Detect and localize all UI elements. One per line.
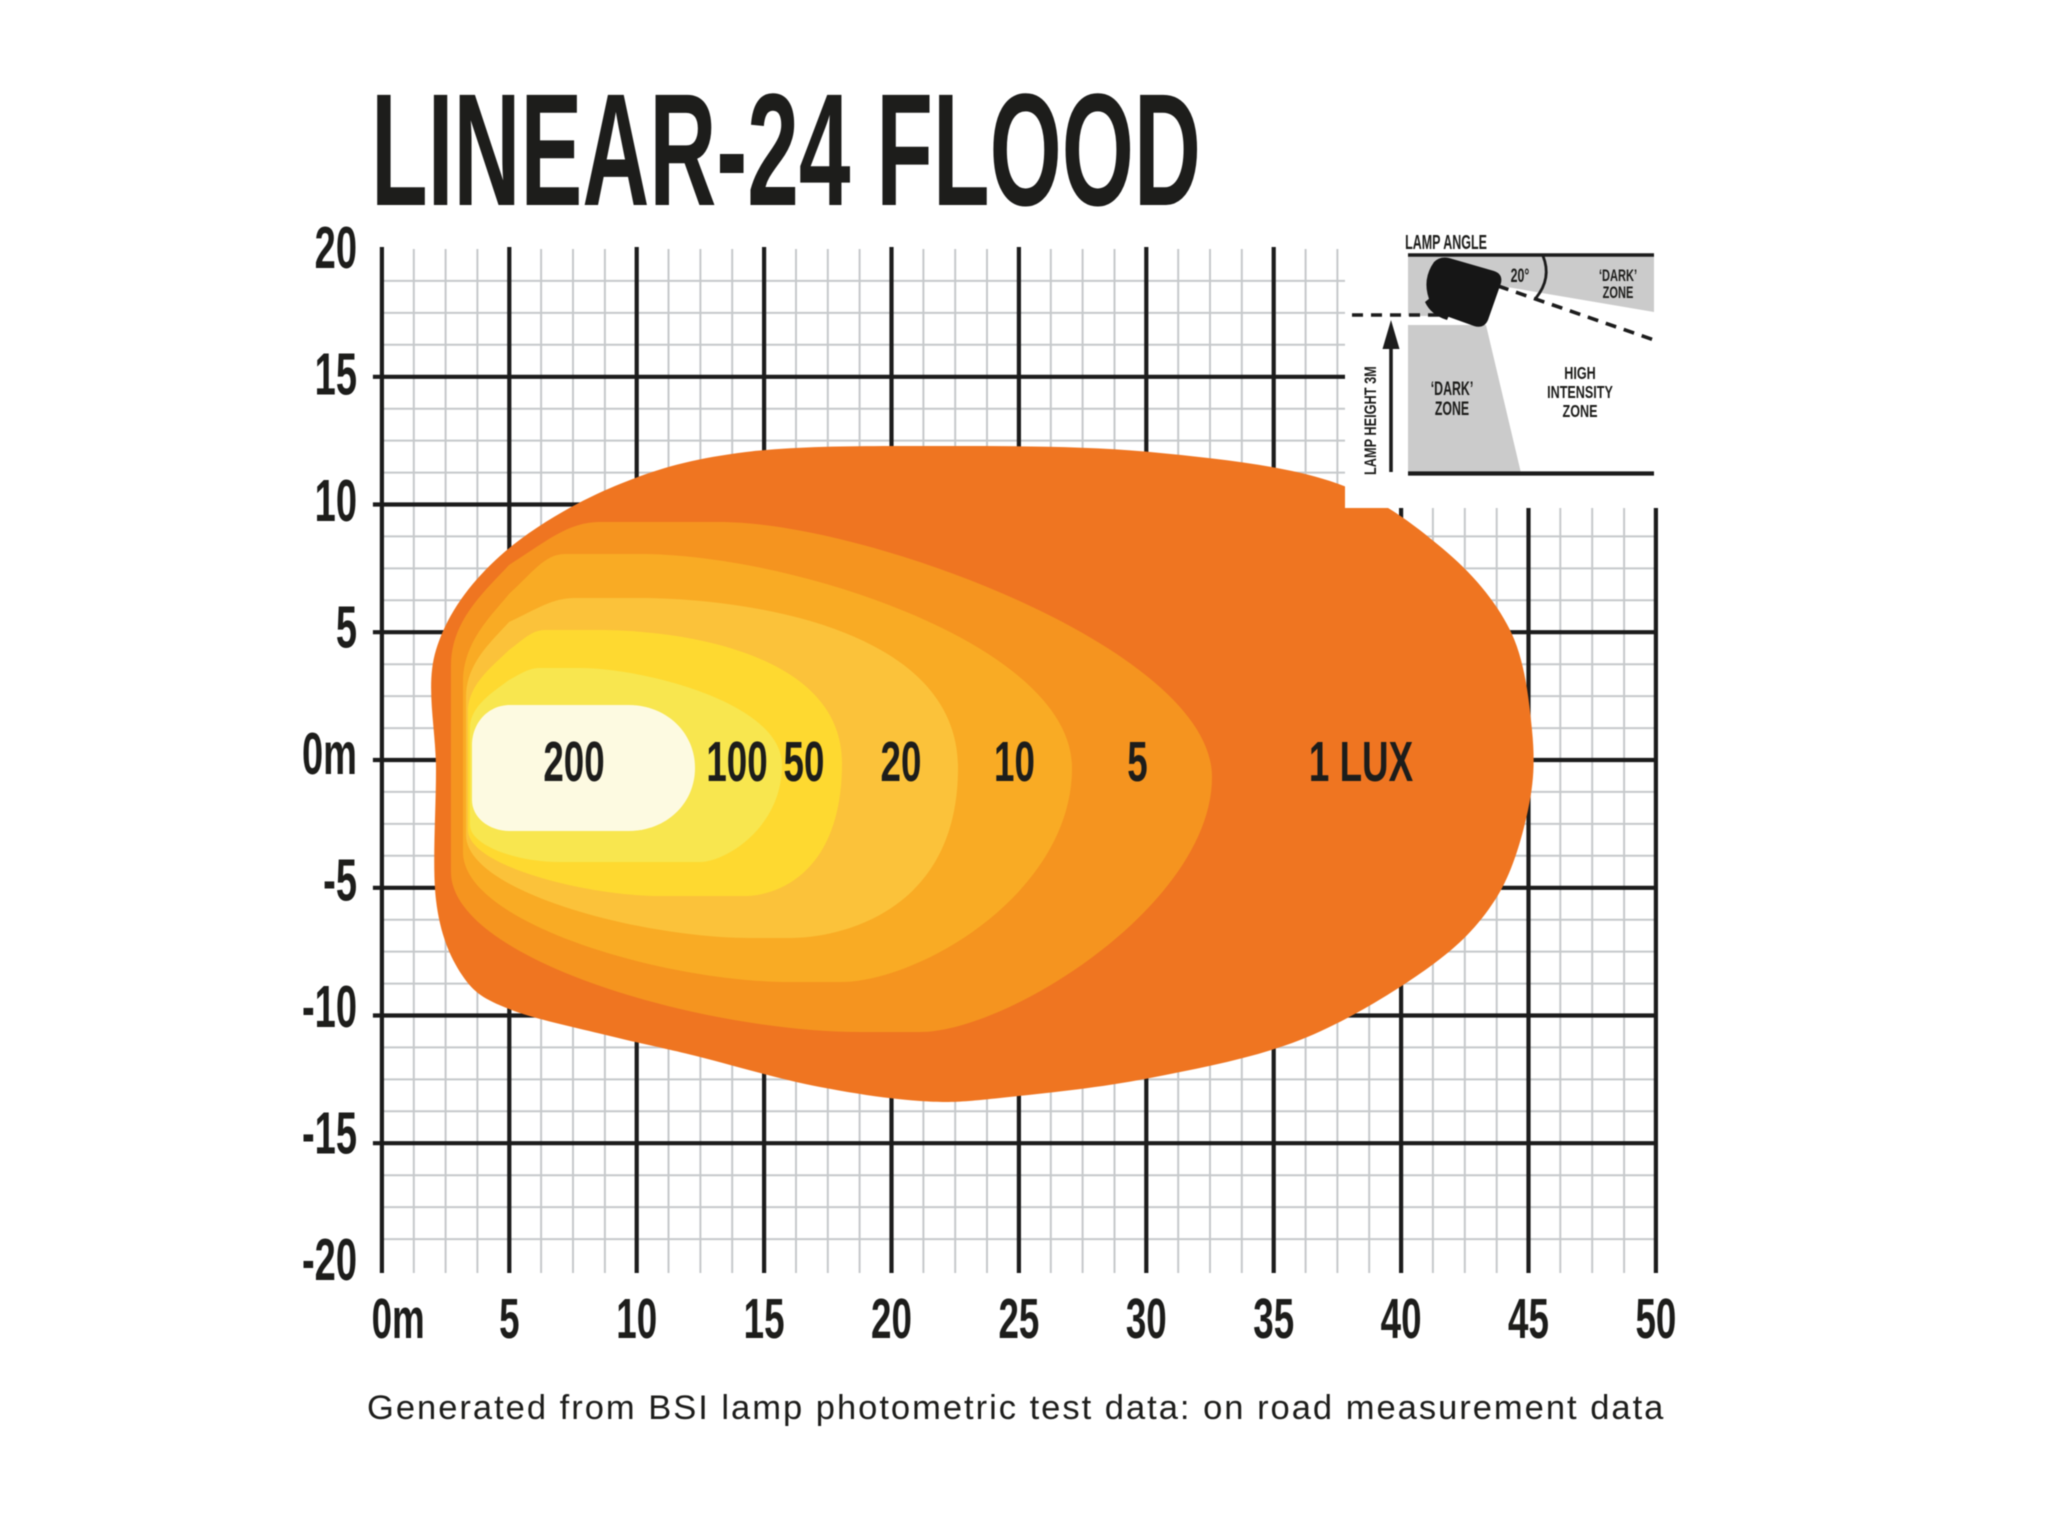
svg-text:HIGH: HIGH (1564, 364, 1595, 384)
svg-text:LAMP HEIGHT 3M: LAMP HEIGHT 3M (1361, 366, 1380, 475)
svg-text:ZONE: ZONE (1435, 398, 1470, 419)
svg-text:LAMP ANGLE: LAMP ANGLE (1405, 231, 1487, 254)
svg-text:200: 200 (543, 731, 604, 794)
svg-text:20: 20 (315, 215, 357, 282)
svg-text:LINEAR-24 FLOOD: LINEAR-24 FLOOD (371, 61, 1201, 240)
svg-text:-10: -10 (302, 974, 357, 1041)
svg-text:‘DARK’: ‘DARK’ (1599, 267, 1637, 286)
svg-text:100: 100 (706, 731, 767, 794)
svg-text:10: 10 (994, 731, 1035, 794)
svg-text:15: 15 (315, 341, 357, 408)
svg-text:1 LUX: 1 LUX (1309, 731, 1413, 794)
svg-text:ZONE: ZONE (1603, 284, 1634, 303)
svg-text:0m: 0m (372, 1288, 425, 1351)
svg-text:35: 35 (1253, 1288, 1294, 1351)
svg-text:0m: 0m (302, 721, 357, 788)
svg-text:5: 5 (499, 1288, 519, 1351)
svg-text:50: 50 (1635, 1288, 1676, 1351)
svg-text:20: 20 (881, 731, 922, 794)
svg-text:-20: -20 (302, 1227, 357, 1294)
svg-text:5: 5 (1127, 731, 1147, 794)
svg-text:50: 50 (784, 731, 825, 794)
svg-text:10: 10 (616, 1288, 657, 1351)
svg-text:45: 45 (1508, 1288, 1549, 1351)
svg-text:‘DARK’: ‘DARK’ (1431, 378, 1474, 399)
svg-text:15: 15 (744, 1288, 785, 1351)
svg-text:ZONE: ZONE (1563, 402, 1598, 422)
svg-text:-5: -5 (323, 847, 357, 914)
svg-text:INTENSITY: INTENSITY (1547, 383, 1613, 403)
svg-text:25: 25 (998, 1288, 1039, 1351)
svg-text:30: 30 (1126, 1288, 1167, 1351)
svg-text:-15: -15 (302, 1100, 357, 1167)
svg-text:Generated from BSI lamp photom: Generated from BSI lamp photometric test… (367, 1389, 1665, 1427)
svg-text:20°: 20° (1511, 265, 1530, 286)
svg-text:20: 20 (871, 1288, 912, 1351)
svg-text:10: 10 (315, 468, 357, 535)
svg-text:40: 40 (1381, 1288, 1422, 1351)
svg-text:5: 5 (336, 594, 357, 661)
